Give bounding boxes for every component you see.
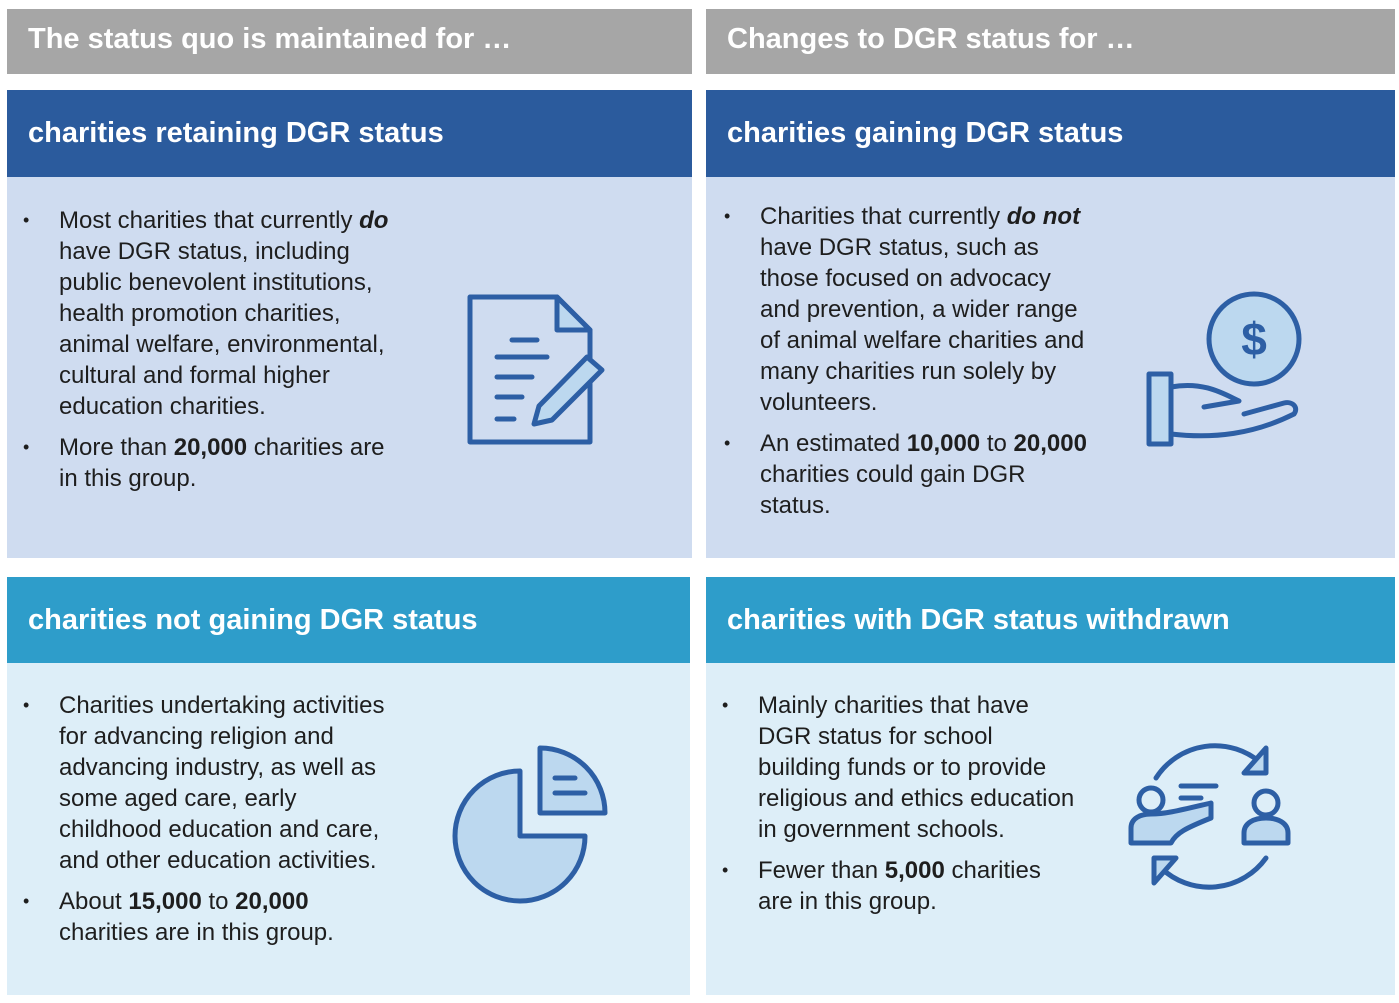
bullet: About 15,000 to 20,000 charities are in … [23,886,393,948]
panel-title: charities gaining DGR status [706,90,1395,177]
panel-body: Charities that currently do not have DGR… [706,177,1395,558]
panel-body: Most charities that currently do have DG… [7,177,692,558]
bullet-text: More than [59,434,174,461]
bullet-text: Mainly charities that have DGR status fo… [758,692,1075,843]
panel-title: charities retaining DGR status [7,90,692,177]
bullet-text: charities could gain DGR status. [760,461,1026,519]
bullet-list: Mainly charities that have DGR status fo… [722,690,1082,927]
bullet-text: charities are in this group. [59,434,385,492]
bullet-text: do [359,207,389,234]
bullet-text: to [201,888,236,915]
panel-body: Mainly charities that have DGR status fo… [706,663,1395,995]
bullet: Mainly charities that have DGR status fo… [722,690,1082,845]
bullet-text: charities are in this group. [758,857,1041,915]
bullet-text: 20,000 [173,434,248,461]
pie-icon [452,745,608,904]
bullet: Fewer than 5,000 charities are in this g… [722,855,1082,917]
bullet-text: 5,000 [884,857,945,884]
svg-text:$: $ [1241,313,1267,365]
hand-coin-icon: $ [1146,291,1302,447]
bullet-text: have DGR status, such as those focused o… [760,234,1085,416]
panel-title: charities with DGR status withdrawn [706,577,1395,664]
column-header: Changes to DGR status for … [706,9,1395,74]
document-icon [467,294,605,445]
bullet-text: Most charities that currently [59,207,360,234]
panel-title: charities not gaining DGR status [7,577,690,664]
bullet-text: 15,000 [128,888,202,915]
bullet-text: Charities undertaking activities for adv… [59,692,385,874]
bullet-text: About [59,888,129,915]
bullet: Most charities that currently do have DG… [23,205,393,422]
panel-body: Charities undertaking activities for adv… [7,663,690,995]
bullet-list: Charities that currently do not have DGR… [724,201,1094,531]
bullet: Charities that currently do not have DGR… [724,201,1094,418]
bullet-text: Fewer than [758,857,885,884]
column-header: The status quo is maintained for … [7,9,692,74]
bullet-text: 20,000 [235,888,309,915]
bullet: Charities undertaking activities for adv… [23,690,393,876]
bullet-text: charities are in this group. [59,919,334,946]
bullet-text: 10,000 [906,430,981,457]
bullet-text: 20,000 [1013,430,1087,457]
bullet-text: An estimated [760,430,907,457]
bullet-text: do not [1006,203,1081,230]
bullet-text: to [980,430,1014,457]
bullet: More than 20,000 charities are in this g… [23,432,393,494]
bullet-text: Charities that currently [760,203,1007,230]
bullet-text: have DGR status, including public benevo… [59,238,385,420]
bullet-list: Most charities that currently do have DG… [23,205,393,504]
exchange-icon [1128,743,1291,890]
bullet-list: Charities undertaking activities for adv… [23,690,393,958]
bullet: An estimated 10,000 to 20,000 charities … [724,428,1094,521]
